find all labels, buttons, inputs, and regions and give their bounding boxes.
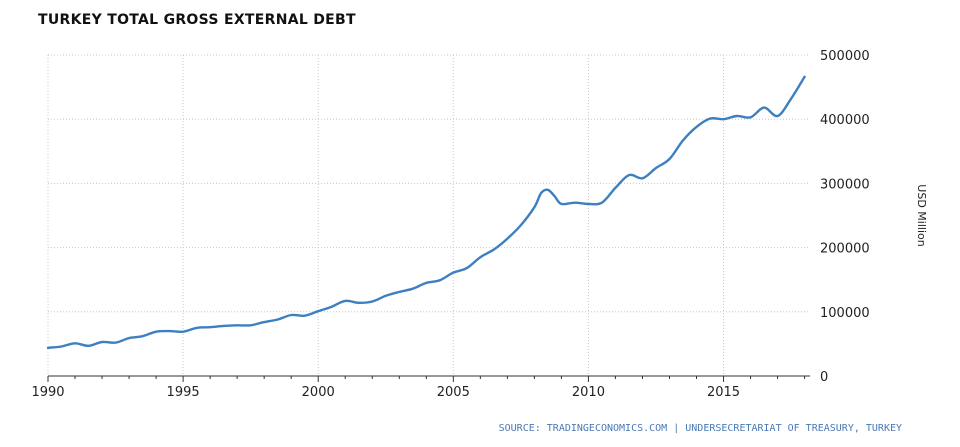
y-tick-label-0: 0 [820,370,828,385]
x-tick-label-1995: 1995 [167,385,200,400]
x-tick-label-2005: 2005 [437,385,470,400]
x-tick-labels: 1990 1995 2000 2005 2010 2015 [31,385,740,400]
y-tick-label-100000: 100000 [820,306,870,321]
chart-title: TURKEY TOTAL GROSS EXTERNAL DEBT [38,12,356,28]
y-tick-label-300000: 300000 [820,177,870,192]
gridlines [47,54,810,376]
y-tick-labels: 0 100000 200000 300000 400000 500000 [820,49,870,385]
series-layer [46,75,806,349]
x-tick-label-1990: 1990 [31,385,64,400]
y-tick-label-400000: 400000 [820,113,870,128]
y-tick-label-200000: 200000 [820,242,870,257]
x-tick-label-2000: 2000 [302,385,335,400]
series-line-0 [46,75,806,349]
x-tick-label-2010: 2010 [572,385,605,400]
y-tick-label-500000: 500000 [820,49,870,64]
y-axis-label: USD Million [915,184,928,246]
source-note: SOURCE: TRADINGECONOMICS.COM | UNDERSECR… [498,423,902,434]
x-tick-label-2015: 2015 [707,385,740,400]
x-axis [47,375,810,382]
